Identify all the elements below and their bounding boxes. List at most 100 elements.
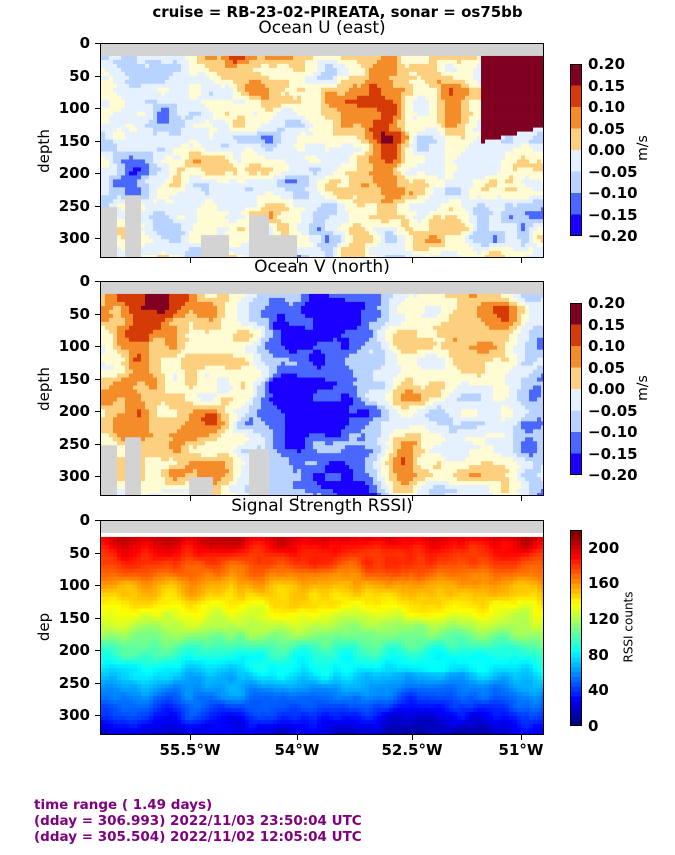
ocean-u-cell xyxy=(141,171,146,176)
ocean-u-cell xyxy=(221,59,226,65)
ocean-u-cell xyxy=(241,131,246,137)
ocean-u-cell xyxy=(105,131,110,137)
ocean-u-cell xyxy=(413,63,418,69)
ocean-u-cell xyxy=(453,71,458,77)
ocean-u-cell xyxy=(373,111,378,117)
ocean-u-cell xyxy=(445,119,450,125)
ocean-u-cell xyxy=(181,211,186,216)
ocean-u-cell xyxy=(145,47,150,53)
ocean-u-cell xyxy=(281,71,286,77)
ocean-u-cell xyxy=(277,215,282,220)
ocean-u-cell xyxy=(213,131,218,137)
ocean-u-cell xyxy=(205,191,210,196)
ocean-u-cell xyxy=(405,183,410,188)
ocean-u-cell xyxy=(521,155,526,161)
ocean-u-cell xyxy=(477,195,482,200)
ocean-u-cell xyxy=(325,47,330,53)
ocean-u-cell xyxy=(405,111,410,117)
ocean-u-cell xyxy=(445,115,450,121)
ocean-u-cell xyxy=(453,183,458,188)
ocean-u-cell xyxy=(405,187,410,192)
ocean-u-cell xyxy=(273,151,278,157)
ocean-u-cell xyxy=(389,143,394,149)
ocean-u-cell xyxy=(389,127,394,133)
ocean-u-cell xyxy=(525,75,530,81)
ocean-u-cell xyxy=(401,127,406,133)
ocean-u-cell xyxy=(321,107,326,113)
ocean-u-cell xyxy=(525,127,530,133)
ocean-u-cell xyxy=(145,123,150,129)
ocean-u-cell xyxy=(437,123,442,129)
ocean-u-cell xyxy=(329,143,334,149)
ocean-u-cell xyxy=(241,135,246,141)
ocean-u-cell xyxy=(293,211,298,216)
ocean-u-cell xyxy=(397,191,402,196)
ocean-u-cell xyxy=(401,191,406,196)
ocean-u-cell xyxy=(505,71,510,77)
ocean-u-cell xyxy=(433,211,438,216)
ocean-u-cell xyxy=(445,211,450,216)
ocean-u-cell xyxy=(301,151,306,157)
ocean-u-cell xyxy=(365,199,370,204)
ocean-u-cell xyxy=(153,71,158,77)
ocean-u-cell xyxy=(301,159,306,165)
ocean-u-cell xyxy=(229,127,234,133)
ocean-u-cell xyxy=(101,151,106,157)
ocean-u-cell xyxy=(441,207,446,212)
ocean-u-cell xyxy=(245,187,250,192)
ocean-u-cell xyxy=(457,51,462,57)
ocean-u-cell xyxy=(269,147,274,153)
ocean-u-cell xyxy=(141,203,146,208)
ocean-u-cell xyxy=(185,207,190,212)
ocean-u-cell xyxy=(205,103,210,109)
ocean-u-cell xyxy=(369,211,374,216)
ocean-u-cell xyxy=(437,63,442,69)
ocean-u-cell xyxy=(161,79,166,85)
ocean-u-cell xyxy=(321,79,326,85)
ocean-u-cell xyxy=(161,123,166,129)
ocean-u-cell xyxy=(469,127,474,133)
ocean-u-cell xyxy=(101,47,106,53)
ocean-u-cell xyxy=(169,63,174,69)
ocean-u-cell xyxy=(453,63,458,69)
ocean-u-cell xyxy=(365,143,370,149)
ocean-u-cell xyxy=(229,67,234,73)
ocean-u-cell xyxy=(481,99,486,105)
ocean-u-cell xyxy=(269,219,274,224)
ocean-u-cell xyxy=(485,59,490,65)
ocean-u-cell xyxy=(317,63,322,69)
ocean-u-cell xyxy=(149,47,154,53)
ocean-u-cell xyxy=(361,71,366,77)
ocean-u-cell xyxy=(353,211,358,216)
ocean-u-cell xyxy=(385,195,390,200)
ocean-u-cell xyxy=(249,203,254,208)
ocean-u-cell xyxy=(321,199,326,204)
ocean-u-cell xyxy=(313,67,318,73)
ocean-u-cell xyxy=(521,207,526,212)
ocean-u-cell xyxy=(437,95,442,101)
ocean-u-cell xyxy=(293,44,298,49)
ocean-u-cell xyxy=(281,111,286,117)
ocean-u-cell xyxy=(485,143,490,149)
ocean-u-cell xyxy=(505,59,510,65)
ocean-u-cell xyxy=(225,199,230,204)
ocean-u-cell xyxy=(173,99,178,105)
ocean-u-cell xyxy=(477,179,482,184)
ocean-u-cell xyxy=(417,79,422,85)
ocean-u-cell xyxy=(233,67,238,73)
ocean-u-cell xyxy=(285,63,290,69)
ocean-u-cell xyxy=(445,175,450,180)
ocean-u-cell xyxy=(341,95,346,101)
ocean-u-cell xyxy=(437,191,442,196)
ocean-u-cell xyxy=(501,135,506,141)
ocean-u-cell xyxy=(453,163,458,169)
ocean-u-cell xyxy=(501,103,506,109)
ocean-u-cell xyxy=(185,51,190,57)
ocean-u-cell xyxy=(465,63,470,69)
ocean-u-cell xyxy=(197,71,202,77)
ocean-u-cell xyxy=(301,175,306,180)
ocean-u-cell xyxy=(137,139,142,145)
ocean-u-cell xyxy=(201,155,206,161)
ocean-u-cell xyxy=(225,167,230,173)
ocean-u-cell xyxy=(261,51,266,57)
